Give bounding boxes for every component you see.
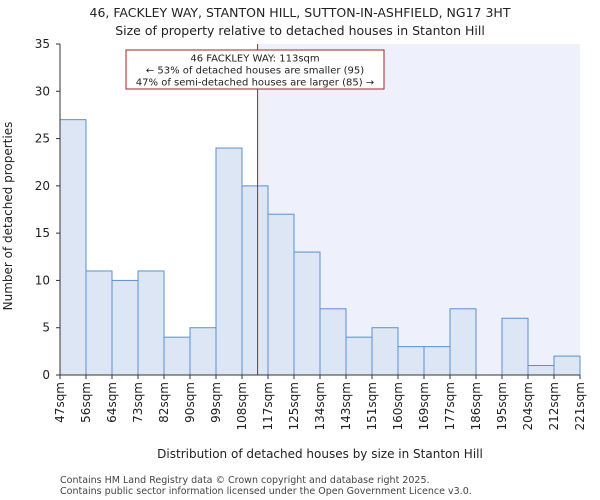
bar-212sqm [553,355,581,376]
chart-title-line1: 46, FACKLEY WAY, STANTON HILL, SUTTON-IN… [90,5,511,20]
x-tick-label: 56sqm [79,382,93,423]
annotation-line-3: 47% of semi-detached houses are larger (… [136,78,374,89]
x-tick-label: 64sqm [105,382,119,423]
annotation-box: 46 FACKLEY WAY: 113sqm ← 53% of detached… [125,49,385,90]
x-axis-label: Distribution of detached houses by size … [157,447,483,461]
x-tick-label: 108sqm [235,382,249,430]
x-tick-label: 169sqm [417,382,431,430]
annotation-line-1: 46 FACKLEY WAY: 113sqm [190,54,319,65]
x-tick-label: 117sqm [261,382,275,430]
x-tick-label: 212sqm [547,382,561,430]
x-ticks-group: 47sqm 56sqm 64sqm 73sqm 82sqm 90sqm 99sqm 108sq… [53,375,587,430]
y-tick-label: 5 [42,321,50,335]
y-ticks-group: 0 5 10 15 20 25 30 35 [35,37,60,382]
bar-134sqm [319,308,347,376]
x-tick-label: 82sqm [157,382,171,423]
x-tick-label: 221sqm [573,382,587,430]
bar-204sqm [527,365,555,376]
y-tick-label: 20 [35,179,50,193]
chart-title-line2: Size of property relative to detached ho… [115,23,485,38]
x-tick-label: 125sqm [287,382,301,430]
bar-125sqm [293,251,321,376]
x-tick-label: 177sqm [443,382,457,430]
bar-143sqm [345,336,373,376]
annotation-border [125,49,385,90]
x-tick-label: 204sqm [521,382,535,430]
y-axis-label: Number of detached properties [1,122,15,311]
bar-64sqm [111,279,139,376]
bar-99sqm [215,147,243,376]
bar-160sqm [397,346,425,376]
x-tick-label: 151sqm [365,382,379,430]
x-tick-label: 90sqm [183,382,197,423]
bar-117sqm [267,213,295,376]
x-tick-label: 73sqm [131,382,145,423]
x-tick-label: 186sqm [469,382,483,430]
footer-line-2: Contains public sector information licen… [60,486,472,497]
x-tick-label: 160sqm [391,382,405,430]
bar-90sqm [189,327,217,376]
bar-195sqm [501,317,529,376]
y-tick-label: 30 [35,84,50,98]
bar-151sqm [371,327,399,376]
y-tick-label: 0 [42,368,50,382]
bar-177sqm [449,308,477,376]
bar-47sqm [59,119,87,376]
annotation-line-2: ← 53% of detached houses are smaller (95… [146,66,364,77]
y-tick-label: 15 [35,226,50,240]
bar-169sqm [423,346,451,376]
y-tick-label: 10 [35,273,50,287]
footer-line-1: Contains HM Land Registry data © Crown c… [60,475,430,486]
y-tick-label: 35 [35,37,50,51]
x-tick-label: 99sqm [209,382,223,423]
y-tick-label: 25 [35,132,50,146]
x-tick-label: 143sqm [339,382,353,430]
x-tick-label: 134sqm [313,382,327,430]
bar-108sqm [241,185,269,376]
bar-82sqm [163,336,191,376]
x-tick-label: 195sqm [495,382,509,430]
bar-56sqm [85,270,113,376]
bars-group [59,119,581,376]
bar-73sqm [137,270,165,376]
x-tick-label: 47sqm [53,382,67,423]
